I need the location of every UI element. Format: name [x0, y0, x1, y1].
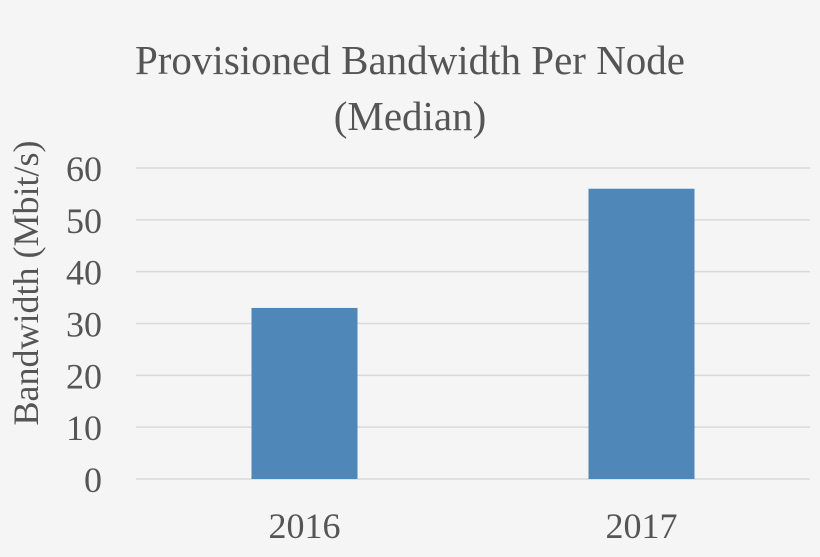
chart-title-line-1: Provisioned Bandwidth Per Node	[135, 37, 685, 83]
x-tick-label: 2017	[606, 506, 678, 546]
gridlines	[136, 167, 810, 480]
y-axis-ticks: 0 10 20 30 40 50 60	[66, 149, 102, 500]
y-tick-label: 10	[66, 408, 102, 448]
y-tick-label: 0	[84, 460, 102, 500]
y-axis-label: Bandwidth (Mbit/s)	[6, 141, 46, 426]
x-axis-ticks: 2016 2017	[269, 506, 678, 546]
chart-title-line-2: (Median)	[334, 93, 487, 139]
y-tick-label: 50	[66, 201, 102, 241]
bar-2016	[251, 307, 358, 479]
y-tick-label: 60	[66, 149, 102, 189]
y-tick-label: 40	[66, 253, 102, 293]
y-tick-label: 20	[66, 356, 102, 396]
bars	[251, 188, 695, 479]
bar-2017	[588, 188, 695, 479]
y-tick-label: 30	[66, 305, 102, 345]
x-tick-label: 2016	[269, 506, 341, 546]
